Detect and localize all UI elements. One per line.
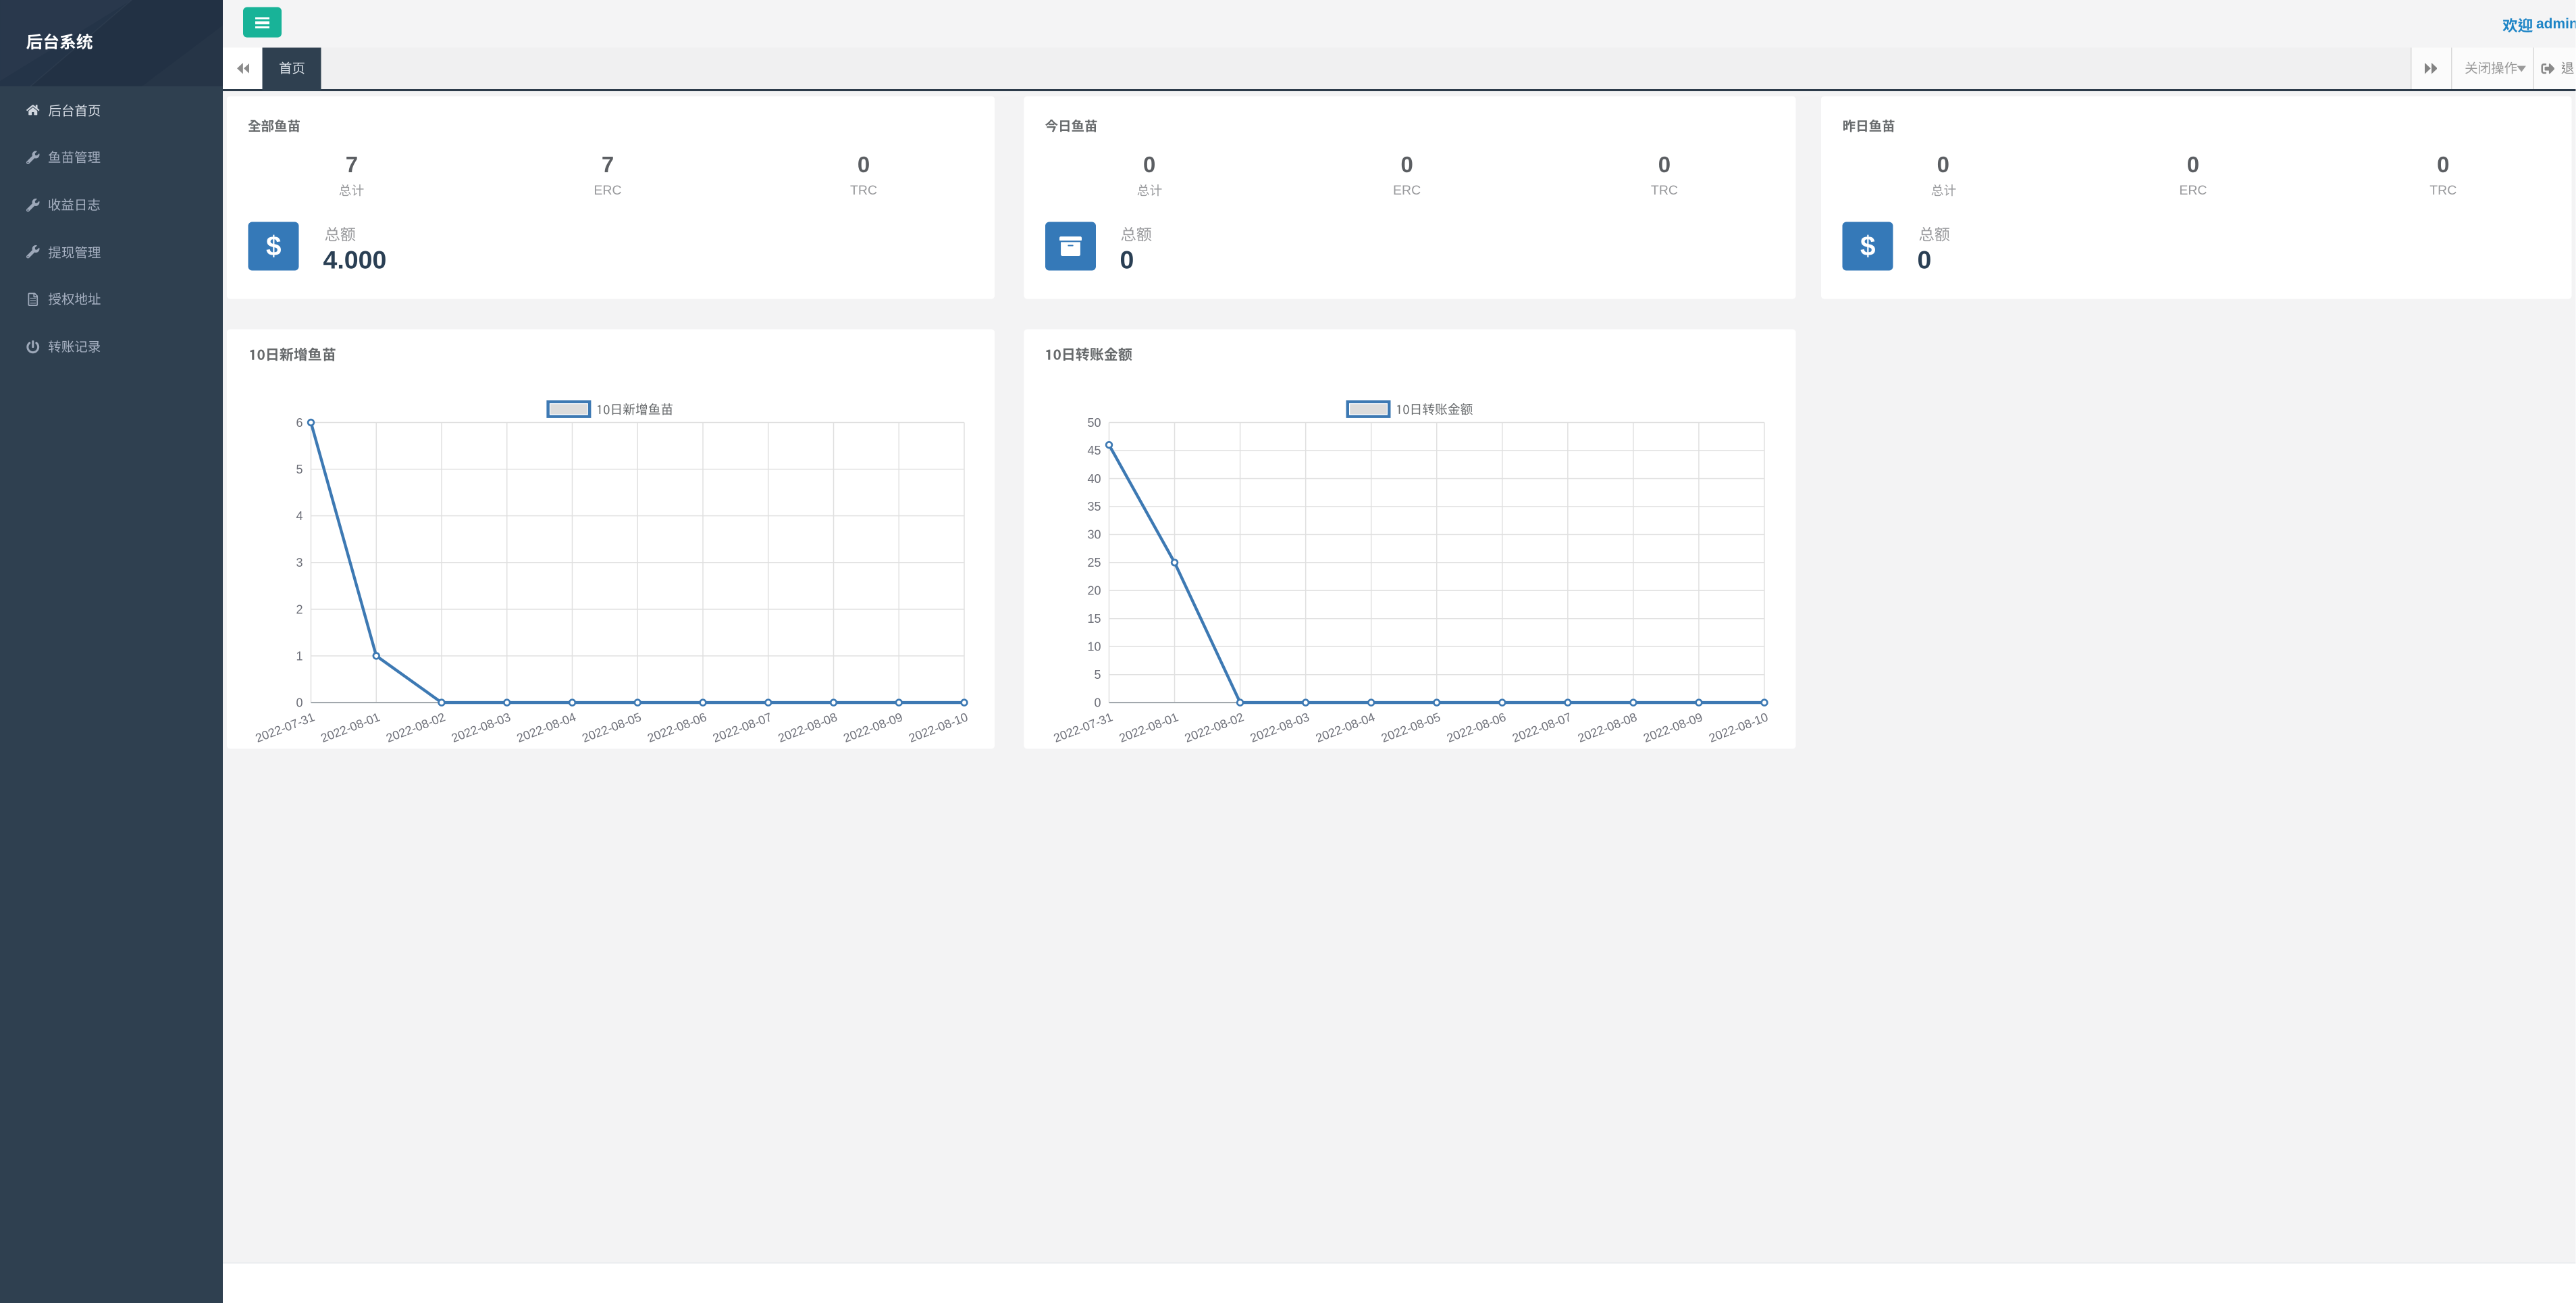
svg-text:2022-08-02: 2022-08-02 bbox=[1182, 711, 1245, 746]
svg-text:5: 5 bbox=[1094, 668, 1101, 682]
svg-text:4: 4 bbox=[296, 509, 303, 523]
svg-text:1: 1 bbox=[296, 650, 303, 663]
svg-text:2022-08-10: 2022-08-10 bbox=[1707, 711, 1770, 746]
svg-text:2022-08-03: 2022-08-03 bbox=[450, 711, 512, 746]
svg-text:25: 25 bbox=[1087, 557, 1101, 570]
svg-text:2022-08-01: 2022-08-01 bbox=[319, 711, 382, 746]
svg-text:2022-08-01: 2022-08-01 bbox=[1117, 711, 1180, 746]
svg-text:2022-07-31: 2022-07-31 bbox=[254, 711, 317, 746]
svg-text:2022-08-06: 2022-08-06 bbox=[646, 711, 708, 746]
svg-text:2022-08-06: 2022-08-06 bbox=[1444, 711, 1507, 746]
svg-text:30: 30 bbox=[1087, 528, 1101, 542]
svg-text:2022-08-07: 2022-08-07 bbox=[1510, 711, 1573, 746]
svg-text:2022-08-04: 2022-08-04 bbox=[515, 711, 578, 746]
svg-text:10: 10 bbox=[1087, 640, 1101, 654]
svg-text:2022-08-09: 2022-08-09 bbox=[841, 711, 904, 746]
svg-text:50: 50 bbox=[1087, 416, 1101, 430]
svg-text:2: 2 bbox=[296, 603, 303, 617]
svg-text:0: 0 bbox=[296, 696, 303, 710]
svg-text:40: 40 bbox=[1087, 472, 1101, 486]
svg-text:5: 5 bbox=[296, 463, 303, 476]
svg-text:2022-08-03: 2022-08-03 bbox=[1248, 711, 1311, 746]
svg-text:15: 15 bbox=[1087, 612, 1101, 625]
svg-text:2022-08-05: 2022-08-05 bbox=[580, 711, 643, 746]
svg-text:20: 20 bbox=[1087, 584, 1101, 598]
svg-text:2022-08-09: 2022-08-09 bbox=[1641, 711, 1704, 746]
svg-text:2022-08-08: 2022-08-08 bbox=[777, 711, 839, 746]
svg-text:35: 35 bbox=[1087, 501, 1101, 514]
svg-text:2022-08-02: 2022-08-02 bbox=[384, 711, 447, 746]
svg-text:45: 45 bbox=[1087, 444, 1101, 458]
svg-text:2022-08-05: 2022-08-05 bbox=[1379, 711, 1442, 746]
svg-text:2022-08-04: 2022-08-04 bbox=[1313, 711, 1376, 746]
svg-text:6: 6 bbox=[296, 416, 303, 430]
svg-text:0: 0 bbox=[1094, 696, 1101, 710]
svg-text:3: 3 bbox=[296, 557, 303, 570]
svg-text:2022-08-10: 2022-08-10 bbox=[907, 711, 970, 746]
svg-text:2022-08-08: 2022-08-08 bbox=[1575, 711, 1638, 746]
svg-text:2022-08-07: 2022-08-07 bbox=[711, 711, 774, 746]
svg-text:2022-07-31: 2022-07-31 bbox=[1051, 711, 1114, 746]
